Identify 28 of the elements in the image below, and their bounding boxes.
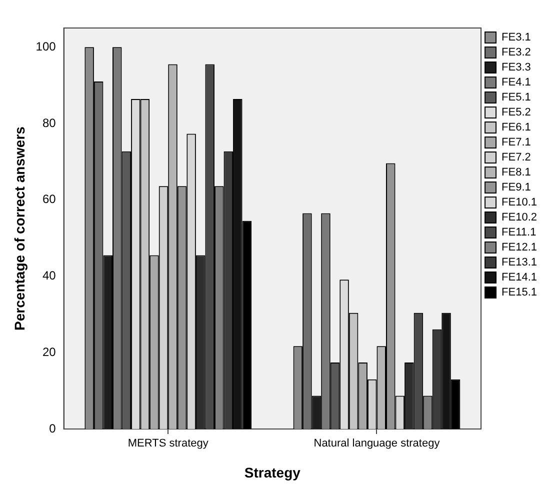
legend-label: FE9.1	[502, 182, 531, 194]
legend-label: FE7.1	[502, 136, 531, 149]
y-tick-label: 0	[49, 421, 56, 436]
legend-label: FE7.2	[502, 152, 531, 164]
y-tick-label: 80	[42, 116, 56, 130]
y-axis-title: Percentage of correct answers	[11, 126, 28, 330]
legend-label: FE8.1	[502, 166, 531, 179]
legend-label: FE10.1	[502, 196, 538, 209]
legend-label: FE12.1	[502, 242, 538, 254]
legend-label: FE13.1	[502, 256, 538, 269]
legend-label: FE6.1	[502, 122, 531, 134]
y-tick-label: 40	[42, 268, 56, 283]
legend-label: FE11.1	[502, 226, 536, 239]
legend-label: FE14.1	[502, 272, 538, 284]
x-tick-label: MERTS strategy	[128, 438, 209, 450]
legend-label: FE4.1	[502, 76, 531, 89]
y-tick-label: 60	[42, 192, 56, 206]
legend-label: FE3.2	[502, 46, 531, 59]
y-tick-label: 20	[42, 344, 56, 359]
legend-label: FE5.2	[502, 106, 531, 119]
y-tick-label: 100	[36, 39, 56, 54]
legend-label: FE5.1	[502, 92, 531, 104]
x-axis-title: Strategy	[244, 464, 301, 480]
legend-label: FE10.2	[502, 212, 538, 224]
legend-label: FE3.1	[502, 32, 531, 44]
legend-label: FE15.1	[502, 286, 538, 299]
legend-label: FE3.3	[502, 62, 531, 74]
x-tick-label: Natural language strategy	[314, 438, 440, 450]
